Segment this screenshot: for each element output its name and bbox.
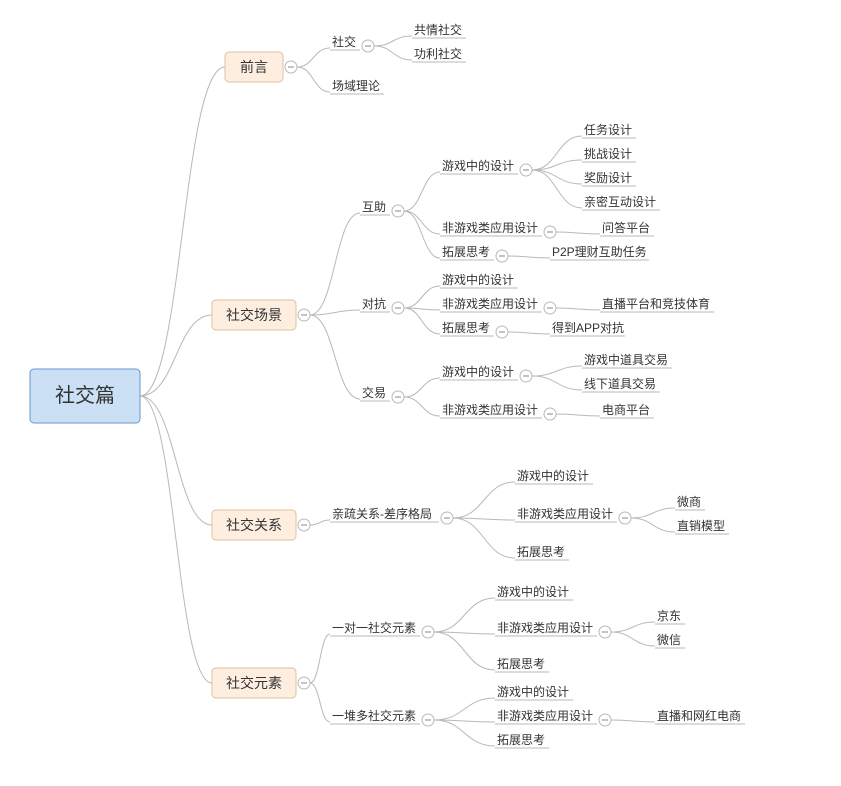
node-label[interactable]: 非游戏类应用设计 [442,402,538,417]
edge [310,520,330,525]
root-label: 社交篇 [55,384,115,407]
edge [310,315,360,399]
node-label[interactable]: 京东 [657,609,681,623]
edge [404,172,440,211]
edge [532,170,582,184]
node-label[interactable]: 功利社交 [414,46,462,61]
edge [556,308,600,310]
edge [140,396,212,525]
node-label[interactable]: 非游戏类应用设计 [442,296,538,311]
edge [297,67,330,92]
node-label[interactable]: 游戏中的设计 [517,468,589,483]
node-label[interactable]: 拓展思考 [442,245,490,259]
edge [453,518,515,558]
node-label[interactable]: 直销模型 [677,519,725,533]
edge [532,366,582,376]
edge [374,46,412,60]
node-label[interactable]: 非游戏类应用设计 [442,220,538,235]
node-label[interactable]: 游戏中的设计 [442,272,514,287]
edge [404,308,440,334]
edge [631,508,675,518]
node-label[interactable]: 直播和网红电商 [657,708,741,723]
edge [374,36,412,46]
node-label[interactable]: 亲密互动设计 [584,194,656,209]
node-label[interactable]: 交易 [362,385,386,400]
node-label[interactable]: 游戏中的设计 [497,684,569,699]
node-label[interactable]: 社交 [332,34,356,49]
node-label[interactable]: 拓展思考 [497,657,545,671]
node-label[interactable]: 共情社交 [414,22,462,37]
edge [310,213,360,315]
node-label[interactable]: 一对一社交元素 [332,620,416,635]
edge [310,683,330,722]
node-label[interactable]: 微信 [657,633,681,647]
node-label[interactable]: 非游戏类应用设计 [497,620,593,635]
node-label[interactable]: 场域理论 [332,79,380,93]
mindmap-diagram: 社交篇前言社交场景社交关系社交元素社交共情社交功利社交场域理论互助游戏中的设计任… [0,0,841,786]
edge [453,482,515,518]
edge [404,211,440,258]
edge [532,376,582,390]
node-label[interactable]: 互助 [362,200,386,214]
branch-label: 社交元素 [226,675,282,691]
node-label[interactable]: 问答平台 [602,220,650,235]
node-label[interactable]: 挑战设计 [584,147,632,161]
edge [297,48,330,67]
edge [434,598,495,632]
node-label[interactable]: 一堆多社交元素 [332,708,416,723]
node-label[interactable]: 非游戏类应用设计 [497,708,593,723]
node-label[interactable]: 直播平台和竞技体育 [602,296,710,311]
edge [140,396,212,683]
node-label[interactable]: 游戏中的设计 [442,158,514,173]
node-label[interactable]: 游戏中道具交易 [584,352,668,367]
edge [404,397,440,416]
node-label[interactable]: 线下道具交易 [584,376,656,391]
node-label[interactable]: 微商 [677,494,701,509]
edge [556,414,600,416]
edge [434,632,495,670]
edge [140,67,225,396]
edge [434,720,495,746]
node-label[interactable]: 得到APP对抗 [552,320,624,335]
edge [404,378,440,397]
branch-label: 社交关系 [226,517,282,533]
node-label[interactable]: 游戏中的设计 [442,364,514,379]
edge [508,256,550,258]
edge [140,315,212,396]
node-label[interactable]: 对抗 [362,296,386,311]
node-label[interactable]: 拓展思考 [517,545,565,559]
edge [631,518,675,532]
node-label[interactable]: 亲疏关系-差序格局 [332,506,432,521]
node-label[interactable]: 任务设计 [584,122,632,137]
edge [404,286,440,308]
branch-label: 社交场景 [226,307,282,323]
edge [434,698,495,720]
node-label[interactable]: 拓展思考 [442,321,490,335]
edge [611,622,655,632]
edge [508,332,550,334]
node-label[interactable]: 非游戏类应用设计 [517,506,613,521]
node-label[interactable]: 游戏中的设计 [497,584,569,599]
node-label[interactable]: 奖励设计 [584,171,632,185]
edge [310,634,330,683]
node-label[interactable]: P2P理财互助任务 [552,244,647,259]
edge [611,632,655,646]
edge [611,720,655,722]
node-label[interactable]: 拓展思考 [497,733,545,747]
node-label[interactable]: 电商平台 [602,402,650,417]
branch-label: 前言 [240,59,268,75]
edge [532,170,582,208]
edge [556,232,600,234]
edge [404,211,440,234]
